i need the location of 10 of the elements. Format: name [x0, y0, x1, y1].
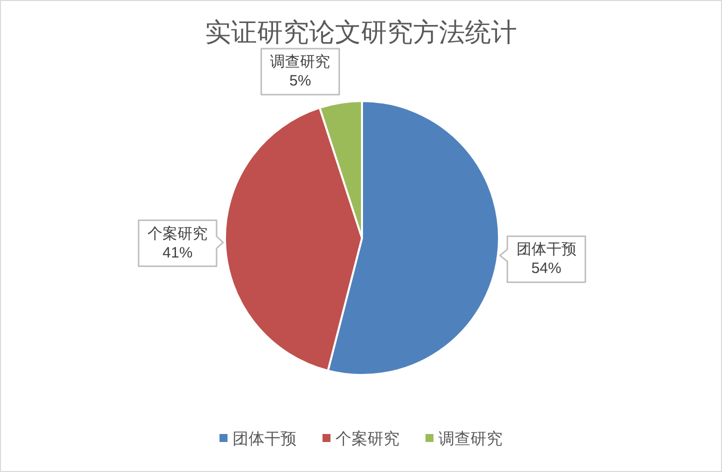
slice-label: 调查研究 — [270, 54, 330, 71]
legend-label: 调查研究 — [438, 430, 502, 448]
chart-title: 实证研究论文研究方法统计 — [205, 17, 517, 47]
data-label: 54% — [531, 260, 562, 278]
slice-label: 团体干预 — [516, 241, 576, 258]
legend-label: 团体干预 — [232, 431, 296, 448]
data-label: 5% — [289, 72, 312, 90]
data-label: 41% — [162, 244, 193, 262]
legend-label: 个案研究 — [336, 430, 400, 448]
slice-label: 个案研究 — [148, 225, 208, 242]
